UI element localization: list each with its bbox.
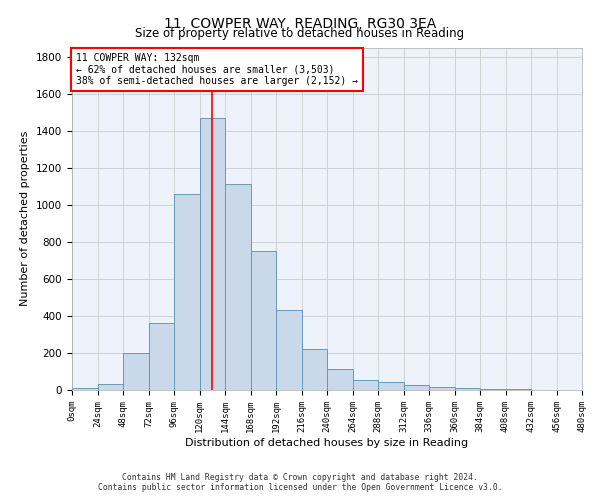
Text: Size of property relative to detached houses in Reading: Size of property relative to detached ho… <box>136 28 464 40</box>
Bar <box>123 353 149 390</box>
X-axis label: Distribution of detached houses by size in Reading: Distribution of detached houses by size … <box>185 438 469 448</box>
Bar <box>251 251 276 390</box>
Bar <box>404 385 429 390</box>
Bar <box>225 184 251 390</box>
Text: 11 COWPER WAY: 132sqm
← 62% of detached houses are smaller (3,503)
38% of semi-d: 11 COWPER WAY: 132sqm ← 62% of detached … <box>76 53 358 86</box>
Bar <box>327 368 353 390</box>
Y-axis label: Number of detached properties: Number of detached properties <box>20 131 31 306</box>
Text: 11, COWPER WAY, READING, RG30 3EA: 11, COWPER WAY, READING, RG30 3EA <box>164 18 436 32</box>
Bar <box>174 194 199 390</box>
Bar <box>455 388 480 390</box>
Bar <box>353 380 378 390</box>
Bar <box>276 310 302 390</box>
Bar <box>149 324 174 390</box>
Bar <box>378 382 404 390</box>
Text: Contains HM Land Registry data © Crown copyright and database right 2024.
Contai: Contains HM Land Registry data © Crown c… <box>98 473 502 492</box>
Bar <box>72 388 97 390</box>
Bar <box>97 384 123 390</box>
Bar <box>429 386 455 390</box>
Bar <box>480 389 505 390</box>
Bar <box>302 350 327 390</box>
Bar <box>199 118 225 390</box>
